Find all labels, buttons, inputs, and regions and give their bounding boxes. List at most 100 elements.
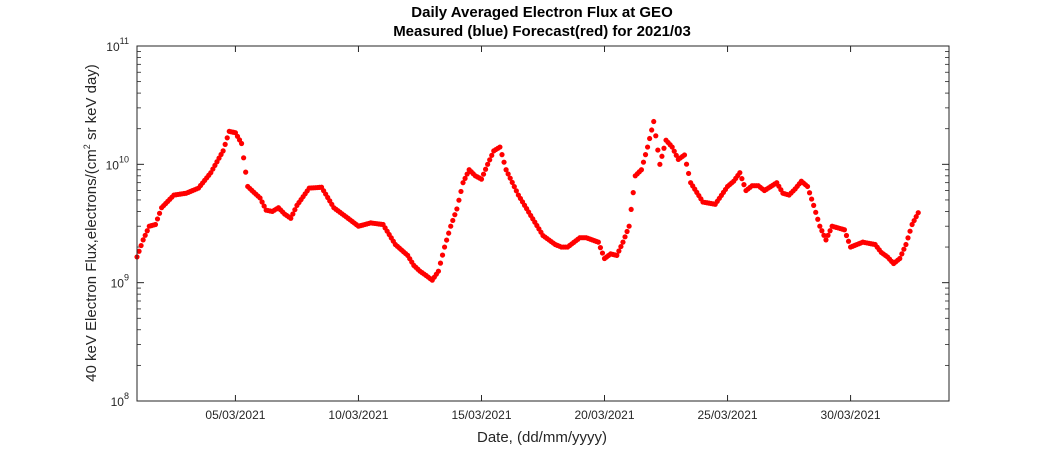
series-marker [647, 135, 653, 142]
data-point [441, 244, 448, 250]
series-marker [843, 232, 850, 239]
y-tick-label: 109 [111, 273, 129, 291]
series-marker [480, 171, 487, 177]
series-marker [673, 152, 679, 158]
data-series-forecast [134, 118, 921, 283]
y-tick-label: 108 [111, 391, 129, 409]
data-point [614, 252, 620, 258]
series-marker [819, 228, 825, 234]
data-point [669, 144, 675, 150]
data-point [257, 195, 263, 201]
series-marker [901, 246, 907, 252]
series-marker [507, 175, 513, 181]
series-marker [741, 182, 747, 188]
series-marker [241, 155, 247, 161]
series-marker [513, 188, 519, 194]
y-axis-label: 40 keV Electron Flux,electrons/(cm2 sr k… [82, 64, 100, 382]
series-marker [599, 250, 606, 256]
series-marker [649, 127, 655, 133]
series-marker [446, 230, 452, 236]
x-tick-label: 20/03/2021 [574, 408, 634, 422]
series-marker [806, 190, 813, 196]
data-point [915, 210, 921, 216]
series-marker [628, 206, 634, 213]
series-marker [905, 235, 911, 241]
series-marker [913, 214, 919, 220]
data-point [435, 268, 442, 274]
data-point [811, 202, 817, 208]
plot-area-frame [136, 45, 950, 402]
series-marker [487, 157, 493, 163]
data-point [681, 152, 688, 158]
x-tick-label: 10/03/2021 [328, 408, 388, 422]
series-marker [439, 252, 446, 258]
series-marker [739, 176, 745, 182]
data-point [595, 239, 601, 245]
x-tick-label: 25/03/2021 [698, 408, 758, 422]
series-marker [292, 207, 298, 213]
y-axis-label-tail: sr keV day) [83, 64, 100, 144]
data-point [909, 221, 915, 228]
data-point [220, 148, 226, 154]
series-marker [464, 171, 470, 177]
series-marker [290, 211, 296, 217]
series-marker [659, 153, 665, 159]
series-marker [661, 145, 667, 151]
series-marker [630, 190, 636, 196]
series-marker [642, 152, 649, 158]
x-tick-label: 30/03/2021 [821, 408, 881, 422]
data-point [503, 167, 509, 173]
x-axis-label: Date, (dd/mm/yyyy) [477, 429, 607, 446]
series-marker [622, 234, 628, 240]
data-point [152, 221, 159, 228]
x-tick-label: 15/03/2021 [451, 408, 511, 422]
series-marker [136, 248, 142, 254]
data-point [651, 118, 657, 125]
series-marker [154, 216, 161, 222]
data-point [620, 239, 626, 245]
series-marker [653, 133, 659, 139]
series-marker [224, 135, 230, 141]
series-marker [243, 169, 249, 175]
series-marker [489, 152, 495, 158]
series-marker [499, 152, 505, 158]
data-point [644, 144, 651, 150]
y-tick-base: 10 [106, 40, 120, 54]
series-marker [821, 232, 827, 238]
y-tick-exponent: 10 [119, 154, 129, 164]
data-point [485, 161, 491, 167]
data-point [804, 183, 811, 190]
series-marker [444, 237, 450, 243]
x-tick-label: 05/03/2021 [205, 408, 265, 422]
series-marker [501, 159, 507, 165]
series-marker [142, 232, 148, 238]
y-tick-base: 10 [111, 395, 125, 409]
series-marker [907, 228, 913, 234]
series-marker [450, 217, 456, 224]
series-marker [624, 228, 630, 235]
series-marker [261, 203, 267, 209]
series-marker [597, 245, 604, 251]
chart-subtitle: Measured (blue) Forecast(red) for 2021/0… [393, 23, 691, 40]
data-point [478, 176, 485, 182]
y-tick-label: 1010 [106, 154, 129, 172]
series-marker [144, 228, 150, 234]
series-marker [437, 260, 444, 266]
data-point [626, 223, 632, 229]
series-marker [458, 188, 464, 195]
data-point [823, 237, 829, 243]
series-marker [827, 228, 833, 234]
series-marker [452, 212, 458, 218]
series-marker [259, 199, 265, 205]
y-axis-label-main: 40 keV Electron Flux,electrons/(cm [83, 149, 100, 382]
series-marker [482, 166, 489, 172]
data-point [497, 144, 503, 150]
series-marker [899, 251, 905, 257]
series-marker [511, 184, 517, 190]
y-tick-label: 1011 [106, 36, 129, 54]
y-axis-label-superscript: 2 [82, 144, 92, 149]
data-point [454, 206, 460, 212]
chart-title-block: Daily Averaged Electron Flux at GEO Meas… [393, 4, 691, 40]
data-point [140, 237, 146, 243]
